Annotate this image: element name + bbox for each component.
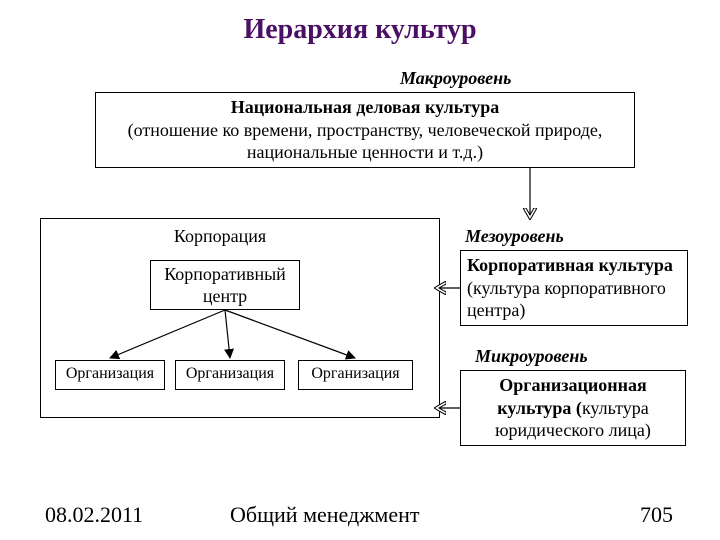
corporate-culture-subtitle: (культура корпоративного центра) bbox=[467, 278, 666, 321]
org-culture-box: Организационная культура (культура юриди… bbox=[460, 370, 686, 446]
organization-box-2: Организация bbox=[175, 360, 285, 390]
organization-box-3: Организация bbox=[298, 360, 413, 390]
micro-level-label: Микроуровень bbox=[475, 346, 588, 367]
national-culture-subtitle: (отношение ко времени, пространству, чел… bbox=[102, 119, 628, 164]
corporate-culture-title: Корпоративная культура bbox=[467, 255, 673, 275]
macro-level-label: Макроуровень bbox=[400, 68, 511, 89]
organization-box-1: Организация bbox=[55, 360, 165, 390]
page-title: Иерархия культур bbox=[0, 14, 720, 46]
meso-level-label: Мезоуровень bbox=[465, 226, 564, 247]
footer-course: Общий менеджмент bbox=[230, 502, 419, 528]
corporate-center-box: Корпоративный центр bbox=[150, 260, 300, 310]
footer-page: 705 bbox=[640, 502, 673, 528]
corporation-label: Корпорация bbox=[150, 226, 290, 247]
national-culture-title: Национальная деловая культура bbox=[231, 96, 499, 119]
corporate-culture-box: Корпоративная культура (культура корпора… bbox=[460, 250, 688, 326]
corporate-culture-text: Корпоративная культура (культура корпора… bbox=[467, 254, 681, 322]
org-culture-text: Организационная культура (культура юриди… bbox=[467, 374, 679, 442]
national-culture-box: Национальная деловая культура (отношение… bbox=[95, 92, 635, 168]
corporate-center-label: Корпоративный центр bbox=[157, 263, 293, 308]
footer-date: 08.02.2011 bbox=[45, 502, 143, 528]
